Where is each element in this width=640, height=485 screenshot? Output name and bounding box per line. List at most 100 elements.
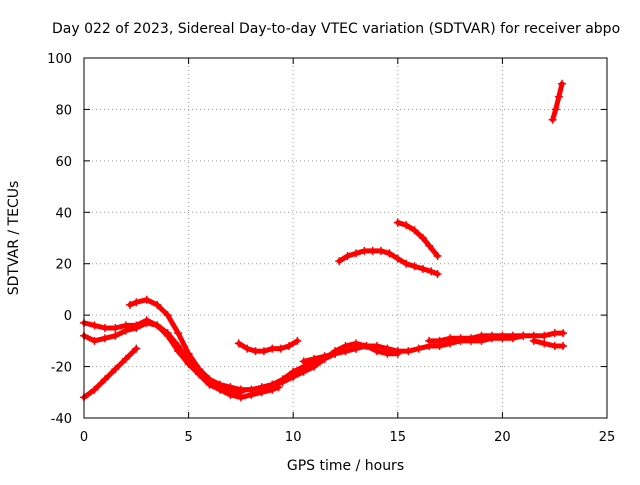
data-point (343, 252, 352, 260)
plot-frame (83, 57, 608, 419)
series-arc-5 (234, 336, 302, 356)
data-point (446, 334, 455, 343)
y-tick-label: 60 (55, 155, 72, 170)
data-point (360, 246, 369, 255)
series-arc-13 (393, 218, 442, 260)
data-point (519, 331, 528, 340)
data-point (498, 331, 507, 340)
data-point (243, 344, 252, 353)
data-point (402, 259, 411, 268)
data-point (427, 267, 436, 276)
data-point (236, 385, 245, 394)
data-point (142, 316, 151, 325)
chart-title: Day 022 of 2023, Sidereal Day-to-day VTE… (52, 21, 620, 37)
data-point (310, 362, 319, 371)
data-point (487, 331, 496, 340)
data-point (299, 367, 308, 376)
x-axis-label: GPS time / hours (287, 458, 404, 474)
data-point (174, 329, 183, 338)
data-point (259, 347, 268, 356)
data-point (351, 344, 360, 353)
x-tick-label: 0 (80, 430, 88, 445)
data-point (163, 311, 172, 320)
data-point (410, 226, 419, 235)
series-arc-4 (126, 295, 256, 394)
data-point (320, 352, 329, 361)
data-point (100, 324, 109, 332)
data-point (377, 246, 386, 255)
data-point (554, 92, 563, 101)
data-point (508, 331, 517, 340)
series-arc-10 (529, 336, 568, 350)
data-point (372, 342, 381, 350)
x-tick-label: 5 (184, 430, 192, 445)
data-point (414, 344, 423, 353)
data-point (226, 383, 235, 392)
data-point (234, 339, 243, 348)
data-point (174, 347, 183, 356)
data-point (331, 349, 340, 358)
data-point (215, 380, 224, 389)
series-arc-1 (80, 344, 141, 402)
data-point (268, 344, 277, 353)
data-point (362, 342, 371, 350)
data-point (550, 342, 559, 350)
series-arc-12 (385, 249, 442, 278)
data-point (121, 354, 130, 363)
data-point (467, 334, 476, 343)
data-point (404, 347, 413, 356)
data-point (142, 295, 151, 304)
data-point (351, 249, 360, 258)
y-tick-label: -40 (51, 412, 72, 427)
data-point (90, 385, 99, 394)
data-marks (80, 79, 568, 402)
data-point (548, 115, 557, 124)
data-point (456, 334, 465, 343)
series-arc-9 (425, 329, 568, 345)
data-point (111, 331, 120, 340)
data-point (393, 218, 402, 227)
data-point (558, 79, 567, 88)
y-tick-label: 100 (47, 52, 72, 67)
data-point (402, 221, 411, 230)
y-tick-label: 40 (55, 206, 72, 221)
data-point (153, 321, 162, 330)
x-tick-label: 10 (285, 430, 302, 445)
data-point (385, 249, 394, 258)
data-point (418, 264, 427, 273)
series-arc-14 (548, 79, 567, 124)
data-point (393, 347, 402, 356)
y-tick-label: 80 (55, 103, 72, 118)
series-line (81, 346, 139, 400)
data-point (433, 270, 442, 278)
data-point (550, 329, 559, 338)
data-point (132, 344, 141, 353)
data-point (477, 331, 486, 340)
data-point (205, 375, 214, 384)
series-line (550, 81, 565, 123)
data-point (418, 234, 427, 242)
data-point (425, 336, 434, 345)
data-point (247, 385, 256, 394)
data-point (126, 300, 135, 309)
data-point (559, 329, 568, 338)
data-point (276, 344, 285, 353)
data-point (121, 321, 130, 330)
data-point (90, 321, 99, 330)
data-point (341, 347, 350, 356)
data-point (285, 342, 294, 350)
data-point (540, 331, 549, 340)
data-point (257, 383, 266, 392)
x-tick-label: 25 (599, 430, 616, 445)
series-line (301, 333, 526, 364)
series-line (531, 338, 566, 349)
data-point (163, 331, 172, 340)
data-point (111, 324, 120, 332)
data-point (551, 105, 560, 114)
data-point (299, 357, 308, 366)
data-point (184, 349, 193, 358)
data-point (289, 372, 298, 381)
y-tick-label: -20 (51, 361, 72, 376)
